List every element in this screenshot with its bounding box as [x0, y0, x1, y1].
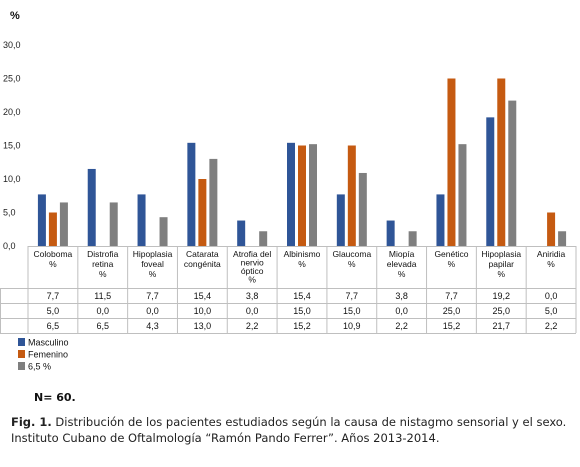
bar-3-1	[59, 202, 68, 246]
legend-label: Femenino	[28, 350, 68, 360]
y-tick-label: 0,0	[3, 241, 16, 251]
bar-2-9	[447, 78, 456, 246]
chart: % 0,0 5,0 10,0 15,0 20,0 25,0 30,0 Coloboma % Dist…	[0, 10, 577, 372]
y-tick-label: 25,0	[3, 74, 21, 84]
data-label: 25,0	[493, 306, 511, 316]
data-label: 10,9	[343, 321, 361, 331]
data-label: 2,2	[395, 321, 408, 331]
category-label: Distrofia retina%	[87, 249, 118, 279]
data-label: 19,2	[493, 291, 511, 301]
data-label: 15,0	[293, 306, 311, 316]
bar-1-8	[386, 220, 395, 246]
bar-2-1	[48, 212, 57, 246]
bar-3-7	[358, 172, 367, 246]
data-label: 0,0	[146, 306, 159, 316]
data-label: 7,7	[445, 291, 458, 301]
bar-3-8	[408, 231, 417, 246]
category-label: Albinismo%	[284, 249, 321, 269]
category-label: Catarata congénita	[184, 249, 221, 269]
data-label: 0,0	[246, 306, 259, 316]
caption-prefix: Fig. 1.	[11, 415, 52, 429]
data-label: 25,0	[443, 306, 461, 316]
legend-swatch	[18, 362, 25, 370]
bar-1-9	[436, 194, 445, 246]
data-label: 0,0	[395, 306, 408, 316]
bar-2-11	[547, 212, 556, 246]
y-tick-label: 10,0	[3, 174, 21, 184]
data-label: 7,7	[346, 291, 359, 301]
y-tick-label: 20,0	[3, 107, 21, 117]
bar-1-7	[336, 194, 345, 246]
bar-3-6	[309, 144, 317, 246]
y-tick-label: 30,0	[3, 40, 21, 50]
bar-3-5	[259, 231, 268, 246]
y-axis-label: %	[10, 10, 20, 22]
legend-swatch	[18, 350, 25, 358]
data-label: 21,7	[493, 321, 511, 331]
data-label: 15,2	[443, 321, 461, 331]
data-label: 15,4	[293, 291, 311, 301]
data-label: 7,7	[146, 291, 159, 301]
bar-3-2	[109, 202, 118, 246]
data-label: 7,7	[47, 291, 60, 301]
bar-3-4	[209, 158, 218, 246]
legend-label: 6,5 %	[28, 362, 51, 372]
bar-3-11	[558, 231, 567, 246]
bar-3-9	[458, 144, 467, 246]
category-label: Glaucoma%	[332, 249, 371, 269]
data-label: 0,0	[545, 291, 558, 301]
legend-label: Masculino	[28, 338, 69, 348]
bar-2-10	[497, 78, 506, 246]
data-label: 2,2	[545, 321, 558, 331]
data-label: 13,0	[194, 321, 212, 331]
data-label: 3,8	[395, 291, 408, 301]
bar-1-6	[287, 142, 295, 246]
data-label: 15,2	[293, 321, 311, 331]
bar-1-3	[137, 194, 146, 246]
data-label: 15,0	[343, 306, 361, 316]
bar-3-3	[159, 217, 168, 246]
bar-3-10	[508, 100, 517, 246]
category-label: Hipoplasia papilar%	[481, 249, 521, 279]
category-label: Coloboma%	[34, 249, 73, 269]
category-label: Aniridia%	[537, 249, 566, 269]
bar-2-7	[347, 145, 356, 246]
data-label: 0,0	[96, 306, 109, 316]
bar-1-2	[87, 168, 96, 246]
data-label: 10,0	[194, 306, 212, 316]
data-label: 2,2	[246, 321, 259, 331]
legend-swatch	[18, 338, 25, 346]
bar-1-4	[187, 142, 196, 246]
data-label: 4,3	[146, 321, 159, 331]
figure-caption: Fig. 1. Distribución de los pacientes es…	[11, 414, 576, 446]
bar-1-1	[37, 194, 46, 246]
data-label: 15,4	[194, 291, 212, 301]
data-label: 11,5	[94, 291, 111, 301]
bar-2-4	[198, 179, 207, 246]
data-label: 5,0	[545, 306, 558, 316]
category-label: Genético%	[434, 249, 468, 269]
data-label: 6,5	[96, 321, 109, 331]
data-label: 3,8	[246, 291, 259, 301]
bar-2-6	[298, 145, 306, 246]
data-label: 6,5	[47, 321, 60, 331]
bar-1-10	[486, 117, 495, 246]
y-tick-label: 5,0	[3, 208, 16, 218]
y-tick-label: 15,0	[3, 141, 21, 151]
data-label: 5,0	[47, 306, 60, 316]
caption-text: Distribución de los pacientes estudiados…	[11, 415, 567, 445]
category-label: Hipoplasia foveal%	[133, 249, 173, 279]
sample-size-label: N= 60.	[34, 391, 76, 404]
category-label: Miopía elevada%	[387, 249, 417, 279]
bar-1-5	[237, 220, 246, 246]
category-label: Atrofia del nervio óptico%	[233, 249, 271, 285]
